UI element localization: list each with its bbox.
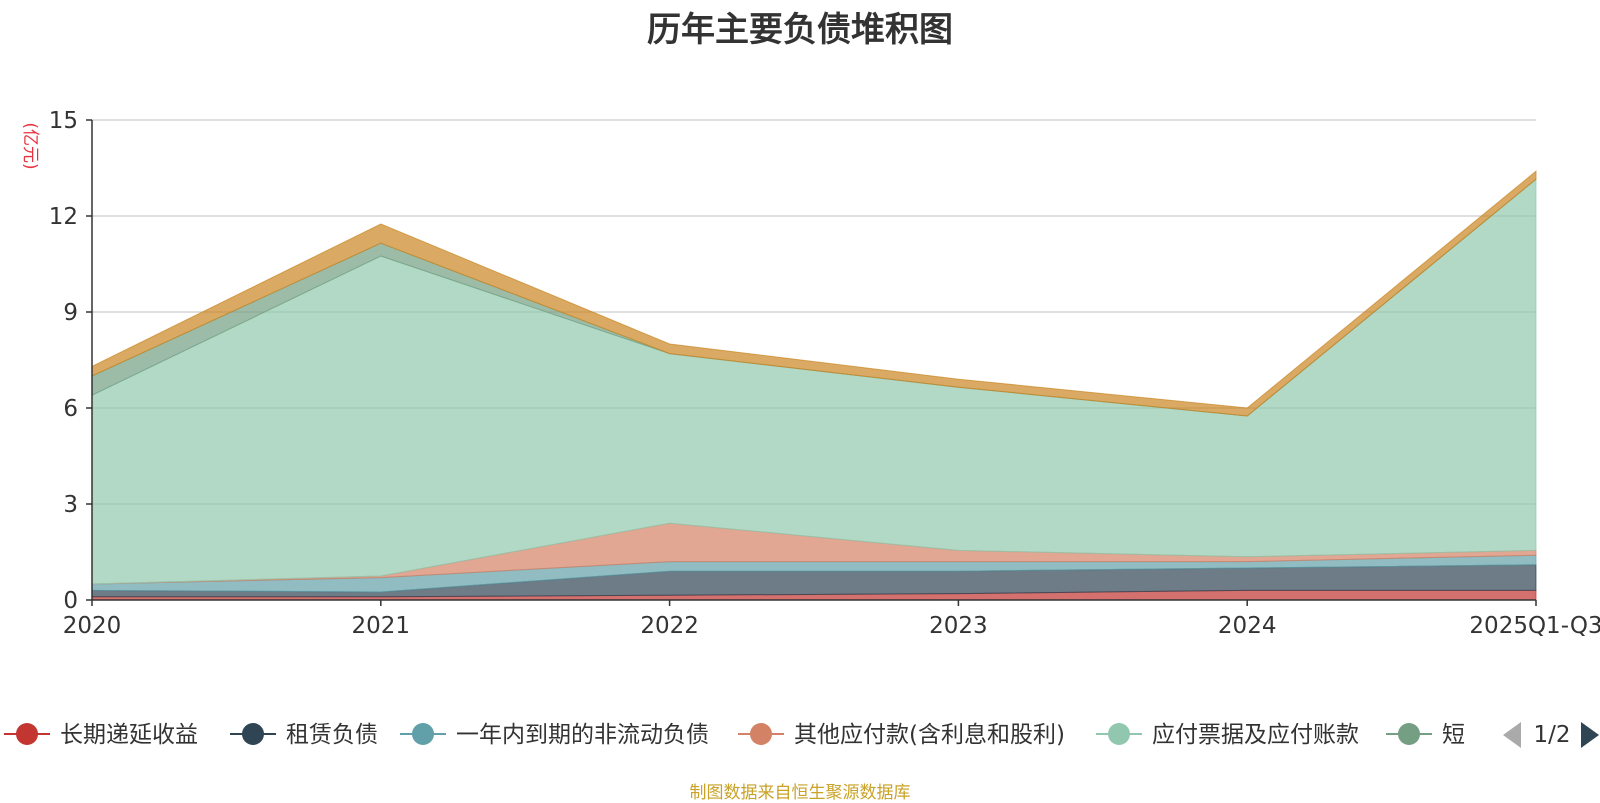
x-tick-label: 2020 [63, 613, 122, 639]
x-tick-label: 2024 [1218, 613, 1277, 639]
x-tick-label: 2025Q1-Q3 [1469, 613, 1600, 639]
legend-label[interactable]: 其他应付款(含利息和股利) [794, 722, 1065, 748]
y-axis-unit: (亿元) [20, 122, 40, 169]
legend-marker [1398, 723, 1420, 745]
legend-label[interactable]: 一年内到期的非流动负债 [456, 722, 709, 748]
y-tick-label: 0 [63, 588, 78, 614]
x-tick-label: 2022 [640, 613, 699, 639]
area-series [91, 178, 1537, 585]
legend-label[interactable]: 应付票据及应付账款 [1152, 722, 1359, 748]
legend-prev-icon[interactable] [1503, 722, 1521, 748]
y-tick-label: 15 [49, 108, 78, 134]
y-tick-label: 12 [49, 204, 78, 230]
legend-marker [16, 723, 38, 745]
y-tick-label: 9 [63, 300, 78, 326]
x-tick-label: 2021 [352, 613, 411, 639]
legend-marker [750, 723, 772, 745]
legend-marker [242, 723, 264, 745]
legend-label[interactable]: 短 [1442, 722, 1465, 748]
area-series [91, 170, 1537, 417]
source-note: 制图数据来自恒生聚源数据库 [689, 783, 911, 803]
chart-title: 历年主要负债堆积图 [647, 10, 953, 50]
legend-label[interactable]: 租赁负债 [286, 722, 378, 748]
x-tick-label: 2023 [929, 613, 988, 639]
legend-marker [412, 723, 434, 745]
y-tick-label: 6 [63, 396, 78, 422]
legend-marker [1108, 723, 1130, 745]
stacked-areas [91, 170, 1537, 601]
y-tick-label: 3 [63, 492, 78, 518]
legend-next-icon[interactable] [1581, 722, 1599, 748]
legend-page-indicator: 1/2 [1533, 722, 1570, 748]
legend: 长期递延收益 租赁负债 一年内到期的非流动负债 其他应付款(含利息和股利) 应付票据及应… [4, 722, 1599, 748]
legend-label[interactable]: 长期递延收益 [60, 722, 198, 748]
axes: 0 3 6 9 12 15 2020 2021 2022 2023 2024 2025Q1-Q3 (亿元… [20, 108, 1600, 639]
